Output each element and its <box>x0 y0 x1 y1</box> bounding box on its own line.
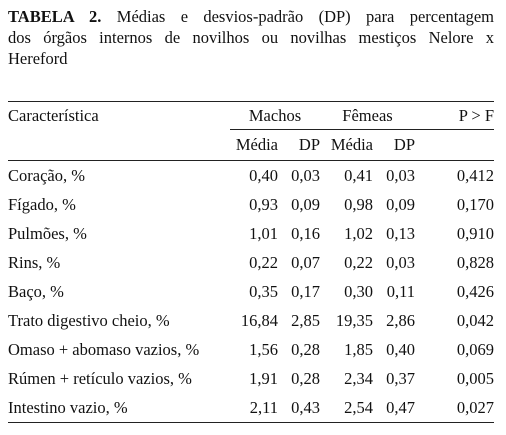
caption-text-line-1: Médias e desvios-padrão (DP) para percen… <box>116 7 495 26</box>
cell-male-mean: 16,84 <box>240 310 278 330</box>
cell-characteristic: Pulmões, % <box>8 223 87 243</box>
cell-female-sd: 0,40 <box>386 339 415 359</box>
header-row: Característica Machos Fêmeas P > F <box>8 101 494 130</box>
cell-female-sd: 0,03 <box>386 165 415 185</box>
cell-female-sd: 0,09 <box>386 194 415 214</box>
cell-p-value: 0,412 <box>456 165 494 185</box>
caption-line-1: TABELA 2. Médias e desvios-padrão (DP) p… <box>8 6 494 27</box>
cell-characteristic: Omaso + abomaso vazios, % <box>8 339 200 359</box>
cell-p-value: 0,005 <box>456 368 494 388</box>
cell-female-mean: 1,02 <box>344 223 373 243</box>
cell-female-sd: 0,11 <box>386 281 415 301</box>
cell-female-mean: 0,41 <box>344 165 373 185</box>
cell-characteristic: Fígado, % <box>8 194 76 214</box>
cell-p-value: 0,910 <box>456 223 494 243</box>
cell-male-mean: 0,22 <box>249 252 278 272</box>
cell-characteristic: Rins, % <box>8 252 61 272</box>
table-row: Coração, % 0,40 0,03 0,41 0,03 0,412 <box>8 161 494 191</box>
header-characteristic: Característica <box>8 101 230 130</box>
table-row: Baço, % 0,35 0,17 0,30 0,11 0,426 <box>8 277 494 306</box>
table-row: Rúmen + retículo vazios, % 1,91 0,28 2,34 0,… <box>8 364 494 393</box>
table-row: Fígado, % 0,93 0,09 0,98 0,09 0,170 <box>8 190 494 219</box>
cell-characteristic: Coração, % <box>8 165 85 185</box>
table-row: Pulmões, % 1,01 0,16 1,02 0,13 0,910 <box>8 219 494 248</box>
cell-female-mean: 2,34 <box>344 368 373 388</box>
cell-female-sd: 0,37 <box>386 368 415 388</box>
cell-female-mean: 1,85 <box>344 339 373 359</box>
cell-male-sd: 0,28 <box>291 339 320 359</box>
cell-p-value: 0,828 <box>456 252 494 272</box>
subheader-male-mean: Média <box>230 129 278 161</box>
table-row: Intestino vazio, % 2,11 0,43 2,54 0,47 0,027 <box>8 393 494 423</box>
cell-male-sd: 2,85 <box>291 310 320 330</box>
cell-male-mean: 0,93 <box>249 194 278 214</box>
cell-male-mean: 0,35 <box>249 281 278 301</box>
header-females: Fêmeas <box>320 101 415 130</box>
caption-label: TABELA 2. <box>8 7 102 26</box>
table-row: Omaso + abomaso vazios, % 1,56 0,28 1,85 0,4… <box>8 335 494 364</box>
cell-male-mean: 1,01 <box>249 223 278 243</box>
cell-female-mean: 2,54 <box>320 393 373 423</box>
cell-male-mean: 1,91 <box>249 368 278 388</box>
table-row: Trato digestivo cheio, % 16,84 2,85 19,35 2,… <box>8 306 494 335</box>
subheader-female-sd: DP <box>373 129 415 161</box>
cell-male-sd: 0,43 <box>278 393 320 423</box>
cell-male-sd: 0,28 <box>291 368 320 388</box>
cell-p-value: 0,042 <box>456 310 494 330</box>
cell-male-sd: 0,07 <box>291 252 320 272</box>
cell-female-sd: 0,13 <box>386 223 415 243</box>
subheader-female-mean: Média <box>320 129 373 161</box>
cell-female-sd: 2,86 <box>386 310 415 330</box>
cell-characteristic: Baço, % <box>8 281 64 301</box>
cell-characteristic: Intestino vazio, % <box>8 393 230 423</box>
table-row: Rins, % 0,22 0,07 0,22 0,03 0,828 <box>8 248 494 277</box>
cell-female-sd: 0,47 <box>373 393 415 423</box>
table-body: Característica Machos Fêmeas P > F Média… <box>8 101 494 423</box>
data-table: Característica Machos Fêmeas P > F Média… <box>8 101 494 423</box>
header-p-value: P > F <box>415 101 494 130</box>
table-caption: TABELA 2. Médias e desvios-padrão (DP) p… <box>8 6 494 69</box>
cell-characteristic: Trato digestivo cheio, % <box>8 310 170 330</box>
cell-female-mean: 19,35 <box>335 310 373 330</box>
caption-line-3: Hereford <box>8 49 68 68</box>
cell-p-value: 0,069 <box>456 339 494 359</box>
cell-male-sd: 0,16 <box>291 223 320 243</box>
cell-characteristic: Rúmen + retículo vazios, % <box>8 368 192 388</box>
subheader-empty <box>8 129 230 161</box>
subheader-empty-p <box>415 129 494 161</box>
cell-male-mean: 2,11 <box>230 393 278 423</box>
cell-female-mean: 0,98 <box>344 194 373 214</box>
cell-p-value: 0,027 <box>415 393 494 423</box>
cell-male-sd: 0,03 <box>291 165 320 185</box>
cell-male-sd: 0,17 <box>291 281 320 301</box>
caption-line-2: dos órgãos internos de novilhos ou novil… <box>8 28 494 47</box>
cell-female-mean: 0,22 <box>344 252 373 272</box>
cell-male-mean: 1,56 <box>249 339 278 359</box>
cell-male-mean: 0,40 <box>249 165 278 185</box>
cell-female-sd: 0,03 <box>386 252 415 272</box>
document-page: TABELA 2. Médias e desvios-padrão (DP) p… <box>8 6 494 423</box>
cell-female-mean: 0,30 <box>344 281 373 301</box>
cell-p-value: 0,426 <box>456 281 494 301</box>
subheader-row: Média DP Média DP <box>8 129 494 161</box>
cell-p-value: 0,170 <box>456 194 494 214</box>
cell-male-sd: 0,09 <box>291 194 320 214</box>
header-males: Machos <box>230 101 320 130</box>
subheader-male-sd: DP <box>278 129 320 161</box>
